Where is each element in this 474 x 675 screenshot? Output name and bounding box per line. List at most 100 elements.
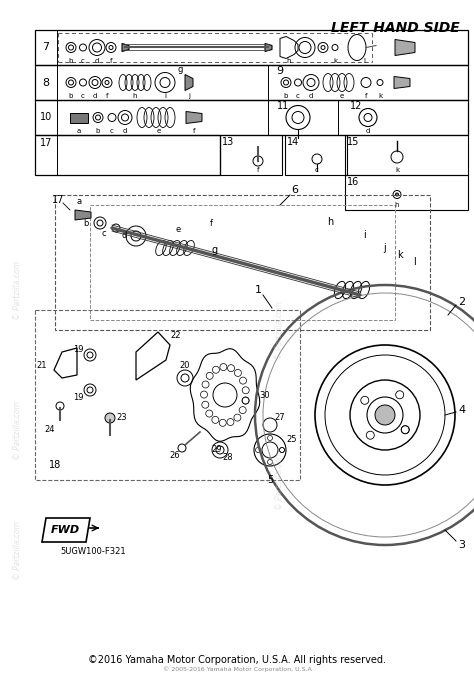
Text: 29: 29	[212, 446, 222, 454]
Text: 26: 26	[170, 452, 180, 460]
Text: 27: 27	[275, 414, 285, 423]
Text: 3: 3	[458, 540, 465, 550]
Text: 7: 7	[43, 43, 50, 53]
Text: 6: 6	[292, 185, 299, 195]
Polygon shape	[185, 74, 193, 90]
Bar	[285, 135, 347, 175]
Text: 30: 30	[260, 391, 270, 400]
Text: e: e	[157, 128, 161, 134]
Polygon shape	[265, 43, 272, 51]
Text: c: c	[315, 167, 319, 173]
Text: f: f	[257, 167, 259, 173]
Text: b: b	[83, 219, 89, 227]
Text: 25: 25	[287, 435, 297, 445]
Text: © 2005-2016 Yamaha Motor Corporation, U.S.A: © 2005-2016 Yamaha Motor Corporation, U.…	[163, 666, 311, 672]
Text: l: l	[414, 257, 416, 267]
Text: f: f	[110, 58, 112, 64]
Text: 17: 17	[52, 195, 64, 205]
Bar	[35, 135, 220, 175]
Text: 20: 20	[180, 360, 190, 369]
Text: b: b	[96, 128, 100, 134]
Text: 17: 17	[40, 138, 52, 148]
Text: 11: 11	[277, 101, 289, 111]
Text: d: d	[121, 232, 127, 240]
Text: j: j	[383, 243, 386, 253]
Text: c: c	[102, 229, 106, 238]
Text: © Partzilla.com: © Partzilla.com	[13, 400, 22, 460]
Text: 1: 1	[255, 285, 262, 295]
Bar	[220, 135, 282, 175]
Text: i: i	[364, 230, 366, 240]
Text: f: f	[106, 93, 108, 99]
Text: 19: 19	[73, 394, 83, 402]
Text: d: d	[93, 93, 97, 99]
Text: 4: 4	[458, 405, 465, 415]
Polygon shape	[186, 111, 202, 124]
Text: k: k	[333, 58, 337, 64]
Text: h: h	[327, 217, 333, 227]
Text: e: e	[175, 225, 181, 234]
Bar	[35, 65, 468, 100]
Text: 10: 10	[40, 113, 52, 122]
Text: 22: 22	[171, 331, 181, 340]
Text: b: b	[284, 93, 288, 99]
Text: j: j	[188, 93, 190, 99]
Text: g: g	[212, 245, 218, 255]
Text: k: k	[378, 93, 382, 99]
Text: 15: 15	[347, 137, 359, 147]
Text: f: f	[193, 128, 195, 134]
Text: e: e	[340, 93, 344, 99]
Bar	[35, 30, 468, 65]
Text: g: g	[177, 65, 182, 74]
Text: ©2016 Yamaha Motor Corporation, U.S.A. All rights reserved.: ©2016 Yamaha Motor Corporation, U.S.A. A…	[88, 655, 386, 665]
Text: 28: 28	[223, 454, 233, 462]
Bar	[35, 100, 468, 135]
Bar	[345, 135, 468, 175]
Circle shape	[105, 413, 115, 423]
Text: h: h	[133, 93, 137, 99]
Text: c: c	[81, 58, 85, 64]
Text: © Partzilla.com: © Partzilla.com	[275, 450, 284, 510]
Polygon shape	[70, 113, 88, 122]
Circle shape	[395, 193, 399, 196]
Bar	[345, 175, 468, 210]
Text: © Partzilla.com: © Partzilla.com	[275, 300, 284, 360]
Text: h: h	[395, 202, 399, 208]
Text: c: c	[296, 93, 300, 99]
Text: 12: 12	[350, 101, 362, 111]
Text: i: i	[164, 93, 166, 99]
Text: LEFT HAND SIDE: LEFT HAND SIDE	[331, 21, 460, 35]
Text: k: k	[395, 167, 399, 173]
Text: 14: 14	[287, 137, 299, 147]
Text: d: d	[123, 128, 127, 134]
Circle shape	[375, 405, 395, 425]
Text: 18: 18	[49, 460, 61, 470]
Text: d: d	[309, 93, 313, 99]
Text: f: f	[210, 219, 212, 227]
Text: a: a	[76, 196, 82, 205]
Text: FWD: FWD	[50, 525, 80, 535]
Text: c: c	[110, 128, 114, 134]
Text: d: d	[95, 58, 99, 64]
Text: 13: 13	[222, 137, 234, 147]
Text: b: b	[69, 93, 73, 99]
Text: 9: 9	[276, 66, 283, 76]
Text: 5UGW100-F321: 5UGW100-F321	[60, 547, 126, 556]
Polygon shape	[395, 40, 415, 55]
Text: h: h	[287, 58, 291, 64]
Text: 19: 19	[73, 346, 83, 354]
Polygon shape	[394, 76, 410, 88]
Text: 21: 21	[37, 360, 47, 369]
Text: l: l	[363, 58, 365, 64]
Polygon shape	[122, 43, 129, 51]
Text: © Partzilla.com: © Partzilla.com	[13, 261, 22, 319]
Text: © Partzilla.com: © Partzilla.com	[13, 520, 22, 580]
Text: f: f	[365, 93, 367, 99]
Polygon shape	[75, 210, 91, 220]
Text: 23: 23	[117, 414, 128, 423]
Text: 16: 16	[347, 177, 359, 187]
Text: b: b	[69, 58, 73, 64]
Text: 2: 2	[458, 297, 465, 307]
Text: c: c	[81, 93, 85, 99]
Text: 5: 5	[267, 475, 273, 485]
